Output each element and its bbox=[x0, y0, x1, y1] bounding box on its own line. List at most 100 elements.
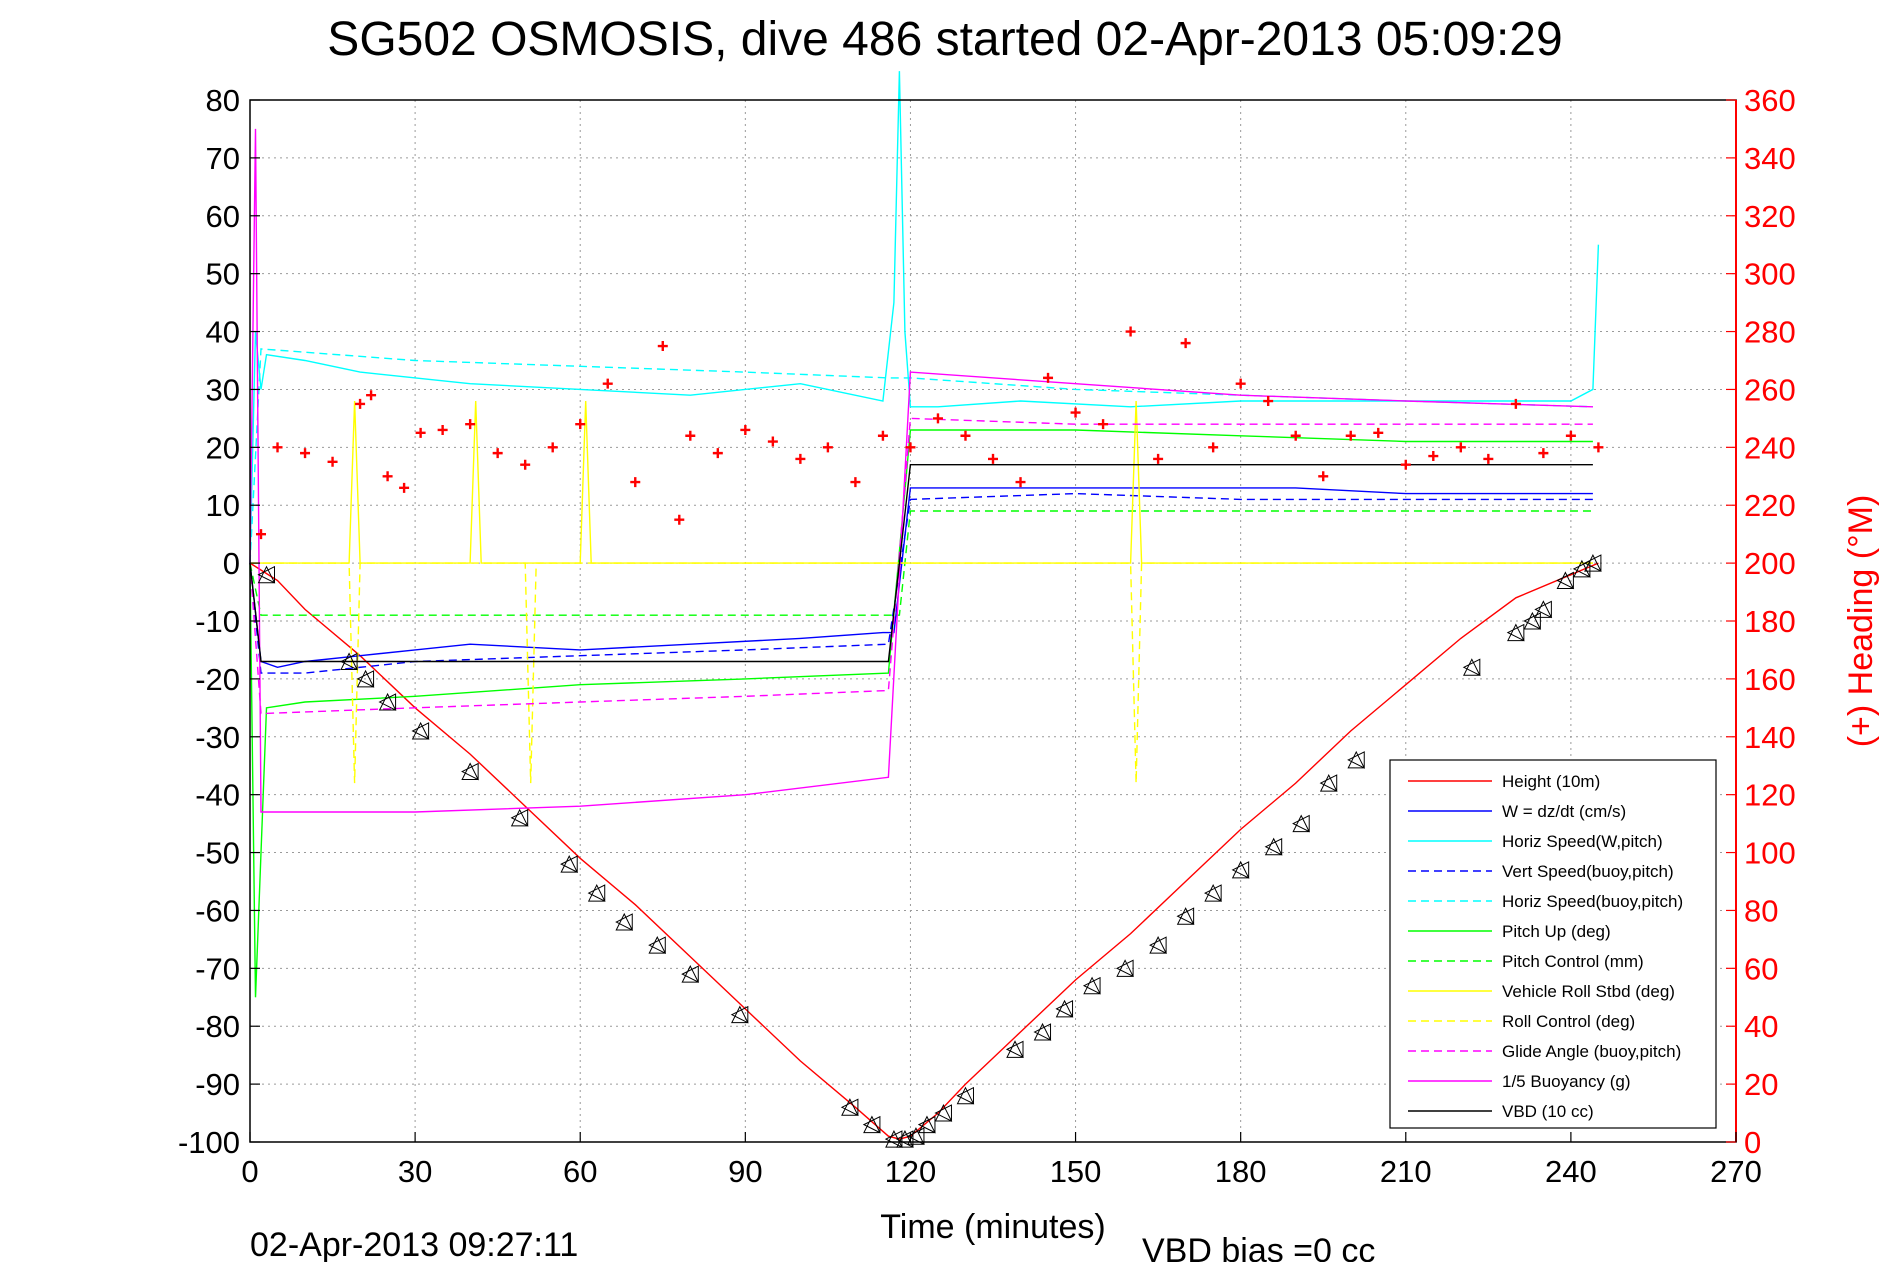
depth-marker-point bbox=[560, 855, 579, 873]
right-axis-ticks: 3603403203002802602402202001801601401201… bbox=[1726, 83, 1796, 1160]
legend-label: W = dz/dt (cm/s) bbox=[1502, 802, 1626, 821]
heading-point bbox=[630, 477, 641, 488]
heading-point bbox=[1510, 398, 1521, 409]
series-height-10m bbox=[249, 562, 1599, 1140]
depth-marker-point bbox=[615, 912, 634, 931]
right-tick-label: 160 bbox=[1744, 662, 1796, 697]
left-axis-ticks: 80 70 60 50 40 30 20 10 0 -10 -20 -30 -40 -50 -60 -70 -8… bbox=[178, 83, 260, 1160]
heading-point bbox=[795, 453, 806, 464]
depth-marker-point bbox=[1033, 1022, 1052, 1041]
heading-point bbox=[520, 459, 531, 470]
depth-marker-point bbox=[356, 669, 375, 688]
legend-label: Horiz Speed(buoy,pitch) bbox=[1502, 892, 1683, 911]
left-tick-label: 70 bbox=[206, 141, 240, 176]
depth-marker-point bbox=[411, 721, 430, 740]
depth-marker-point bbox=[461, 762, 479, 781]
heading-point bbox=[657, 341, 668, 352]
heading-point bbox=[1483, 453, 1494, 464]
right-tick-label: 220 bbox=[1744, 488, 1796, 523]
depth-marker-point bbox=[1055, 999, 1074, 1018]
depth-marker-point bbox=[1292, 814, 1311, 833]
heading-point bbox=[1593, 442, 1604, 453]
left-tick-label: -50 bbox=[195, 836, 240, 871]
depth-marker-point bbox=[730, 1005, 749, 1024]
heading-point bbox=[905, 442, 916, 453]
series-depth-markers bbox=[257, 553, 1602, 1148]
heading-point bbox=[1263, 396, 1274, 407]
right-tick-label: 320 bbox=[1744, 199, 1796, 234]
legend-label: Roll Control (deg) bbox=[1502, 1012, 1635, 1031]
left-tick-label: 30 bbox=[206, 372, 240, 407]
series-line bbox=[249, 71, 1600, 564]
depth-marker-point bbox=[510, 808, 529, 827]
left-tick-label: 20 bbox=[206, 430, 240, 465]
right-tick-label: 180 bbox=[1744, 604, 1796, 639]
heading-point bbox=[877, 430, 888, 441]
series-vert-speed-buoy-pitch bbox=[249, 492, 1593, 674]
heading-point bbox=[1565, 430, 1576, 441]
series-glide-angle-buoy-pitch bbox=[249, 417, 1593, 715]
left-tick-label: 80 bbox=[206, 83, 240, 118]
legend-label: Vert Speed(buoy,pitch) bbox=[1502, 862, 1674, 881]
right-tick-label: 280 bbox=[1744, 315, 1796, 350]
left-tick-label: -80 bbox=[195, 1009, 240, 1044]
heading-point bbox=[1125, 326, 1136, 337]
heading-point bbox=[399, 482, 410, 493]
heading-point bbox=[437, 424, 448, 435]
legend-label: Glide Angle (buoy,pitch) bbox=[1502, 1042, 1681, 1061]
legend-label: Horiz Speed(W,pitch) bbox=[1502, 832, 1663, 851]
depth-marker-point bbox=[840, 1098, 859, 1117]
legend-label: Pitch Up (deg) bbox=[1502, 922, 1611, 941]
series-line bbox=[249, 492, 1593, 674]
heading-point bbox=[272, 442, 283, 453]
x-tick-label: 120 bbox=[885, 1154, 937, 1189]
x-tick-label: 150 bbox=[1050, 1154, 1102, 1189]
depth-marker-point bbox=[906, 1127, 925, 1146]
depth-marker-point bbox=[1506, 623, 1525, 642]
heading-point bbox=[1015, 477, 1026, 488]
depth-marker-point bbox=[1176, 907, 1195, 926]
heading-point bbox=[712, 448, 723, 459]
right-tick-label: 200 bbox=[1744, 546, 1796, 581]
depth-marker-point bbox=[648, 936, 667, 954]
right-tick-label: 120 bbox=[1744, 778, 1796, 813]
depth-marker-point bbox=[1523, 611, 1542, 630]
heading-point bbox=[960, 430, 971, 441]
right-tick-label: 240 bbox=[1744, 430, 1796, 465]
heading-point bbox=[382, 471, 393, 482]
depth-marker-point bbox=[1082, 976, 1101, 995]
legend-box bbox=[1389, 759, 1717, 1129]
heading-point bbox=[1428, 451, 1439, 462]
heading-point bbox=[674, 514, 685, 525]
depth-marker-point bbox=[1115, 959, 1134, 978]
series-line bbox=[250, 400, 1593, 564]
legend-label: Pitch Control (mm) bbox=[1502, 952, 1644, 971]
x-axis-label: Time (minutes) bbox=[880, 1208, 1105, 1246]
legend: Height (10m) W = dz/dt (cm/s) Horiz Speed(… bbox=[1389, 759, 1717, 1129]
left-tick-label: 0 bbox=[223, 546, 240, 581]
right-tick-label: 360 bbox=[1744, 83, 1796, 118]
series-heading bbox=[256, 326, 1604, 540]
right-tick-label: 300 bbox=[1744, 257, 1796, 292]
heading-point bbox=[547, 442, 558, 453]
heading-point bbox=[740, 424, 751, 435]
left-tick-label: -90 bbox=[195, 1067, 240, 1102]
right-tick-label: 20 bbox=[1744, 1067, 1778, 1102]
depth-marker-point bbox=[1583, 553, 1602, 572]
series-horiz-speed-w-pitch bbox=[249, 71, 1600, 564]
legend-items: Height (10m) W = dz/dt (cm/s) Horiz Speed(… bbox=[1408, 772, 1683, 1121]
x-tick-label: 90 bbox=[728, 1154, 762, 1189]
depth-marker-point bbox=[1231, 860, 1250, 879]
right-tick-label: 260 bbox=[1744, 372, 1796, 407]
heading-point bbox=[492, 448, 503, 459]
heading-point bbox=[355, 398, 366, 409]
left-tick-label: 50 bbox=[206, 257, 240, 292]
right-axis-label: (+) Heading (°M) bbox=[1842, 495, 1880, 748]
heading-point bbox=[1235, 378, 1246, 389]
x-axis-ticks: 0 30 60 90 120 150 180 210 240 270 bbox=[241, 1132, 1762, 1189]
depth-marker-point bbox=[339, 652, 358, 671]
depth-marker-point bbox=[1148, 936, 1167, 954]
heading-point bbox=[850, 477, 861, 488]
right-tick-label: 100 bbox=[1744, 836, 1796, 871]
